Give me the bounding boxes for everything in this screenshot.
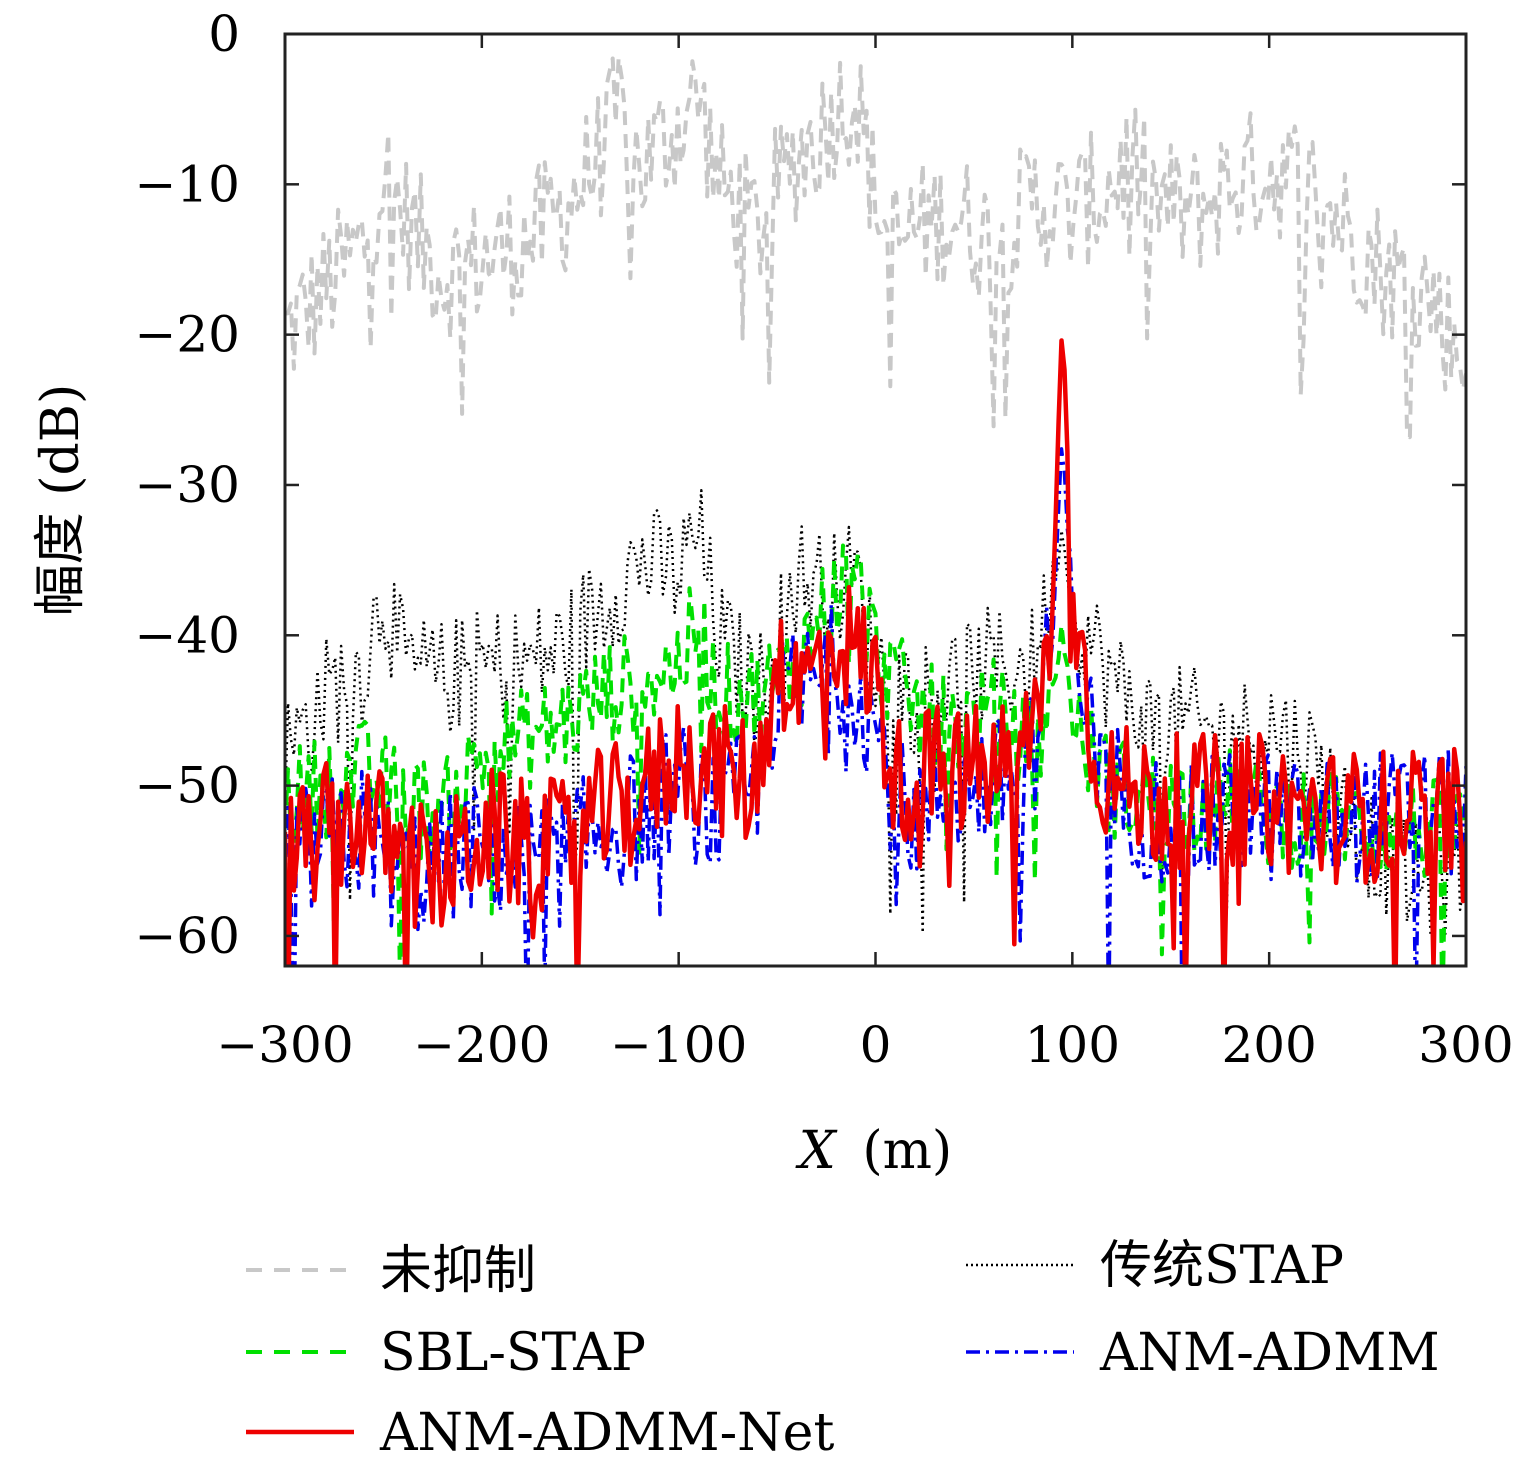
x-axis-label: X (m) xyxy=(795,1121,952,1181)
legend: 未抑制 传统STAP SBL-STAP ANM-ADMM ANM-ADMM-Net xyxy=(246,1236,1440,1463)
legend-label: SBL-STAP xyxy=(380,1323,646,1383)
x-tick-label: −200 xyxy=(413,1016,550,1074)
x-tick-label: 300 xyxy=(1418,1016,1513,1074)
x-tick-label: 200 xyxy=(1221,1016,1316,1074)
y-tick-label: 0 xyxy=(208,5,240,63)
legend-label: 传统STAP xyxy=(1100,1236,1344,1296)
legend-label: ANM-ADMM-Net xyxy=(379,1403,834,1463)
series-line-2 xyxy=(285,488,1466,937)
y-tick-label: −10 xyxy=(134,155,240,213)
plot-area xyxy=(283,32,1468,968)
series-layer xyxy=(285,55,1466,966)
y-tick-label: −20 xyxy=(134,306,240,364)
x-axis-label-unit: (m) xyxy=(862,1121,952,1181)
x-tick-label: 0 xyxy=(860,1016,892,1074)
x-tick-label: −100 xyxy=(610,1016,747,1074)
y-axis: 0 −10 −20 −30 −40 −50 −60 xyxy=(134,5,1466,965)
y-tick-label: −50 xyxy=(134,757,240,815)
legend-label: 未抑制 xyxy=(380,1241,536,1301)
y-axis-label: 幅度 (dB) xyxy=(31,384,91,617)
series-line-1 xyxy=(285,55,1466,440)
x-axis: −300 −200 −100 0 100 200 300 xyxy=(216,34,1514,1074)
y-tick-label: −30 xyxy=(134,456,240,514)
x-tick-label: 100 xyxy=(1025,1016,1120,1074)
y-tick-label: −60 xyxy=(134,907,240,965)
legend-label: ANM-ADMM xyxy=(1099,1323,1440,1383)
series-line-5 xyxy=(285,338,1466,966)
y-tick-label: −40 xyxy=(134,606,240,664)
x-tick-label: −300 xyxy=(216,1016,353,1074)
x-axis-label-var: X xyxy=(795,1121,838,1181)
